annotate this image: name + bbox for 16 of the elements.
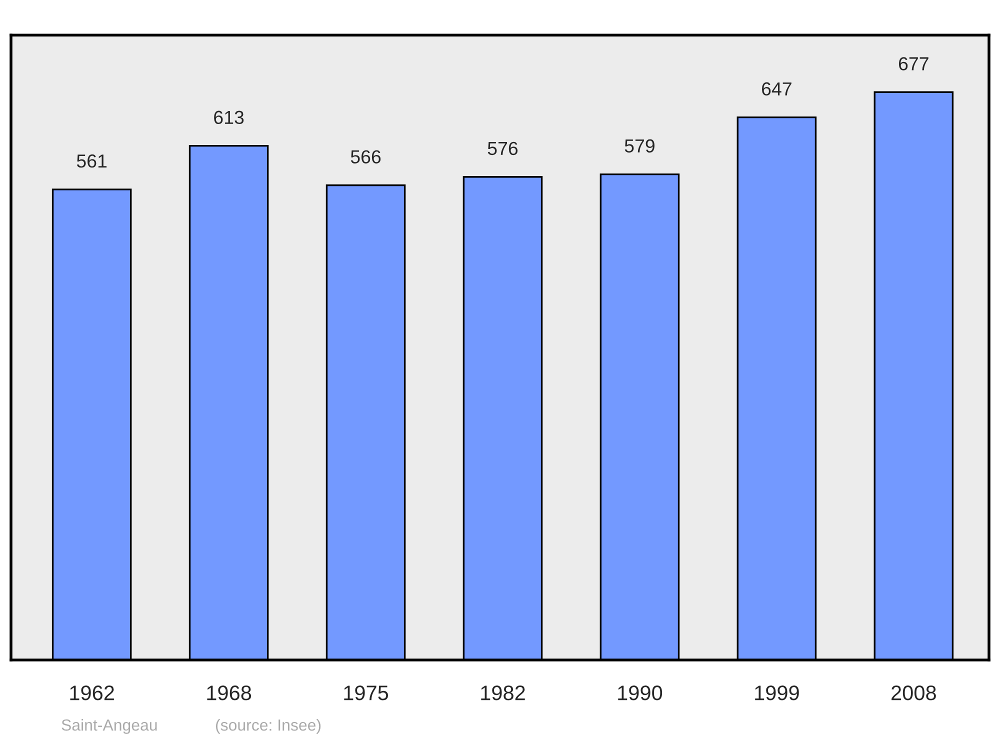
data-label: 677 — [898, 57, 928, 70]
x-tick-label: 2008 — [892, 686, 936, 700]
x-tick-label: 1999 — [755, 686, 799, 700]
data-label: 647 — [762, 82, 792, 96]
x-tick-label: 1975 — [344, 686, 388, 700]
x-tick-label: 1968 — [207, 686, 252, 700]
text: (source: Insee) — [216, 718, 321, 734]
text: Saint-Angeau — [62, 718, 157, 734]
data-label: 561 — [76, 154, 107, 168]
data-label: 566 — [350, 150, 381, 164]
x-tick-label: 1990 — [618, 686, 662, 700]
data-label: 579 — [624, 139, 654, 153]
data-label: 576 — [488, 142, 518, 156]
x-tick-label: 1982 — [481, 686, 525, 700]
data-label: 613 — [214, 110, 244, 124]
x-tick-label: 1962 — [70, 686, 114, 700]
